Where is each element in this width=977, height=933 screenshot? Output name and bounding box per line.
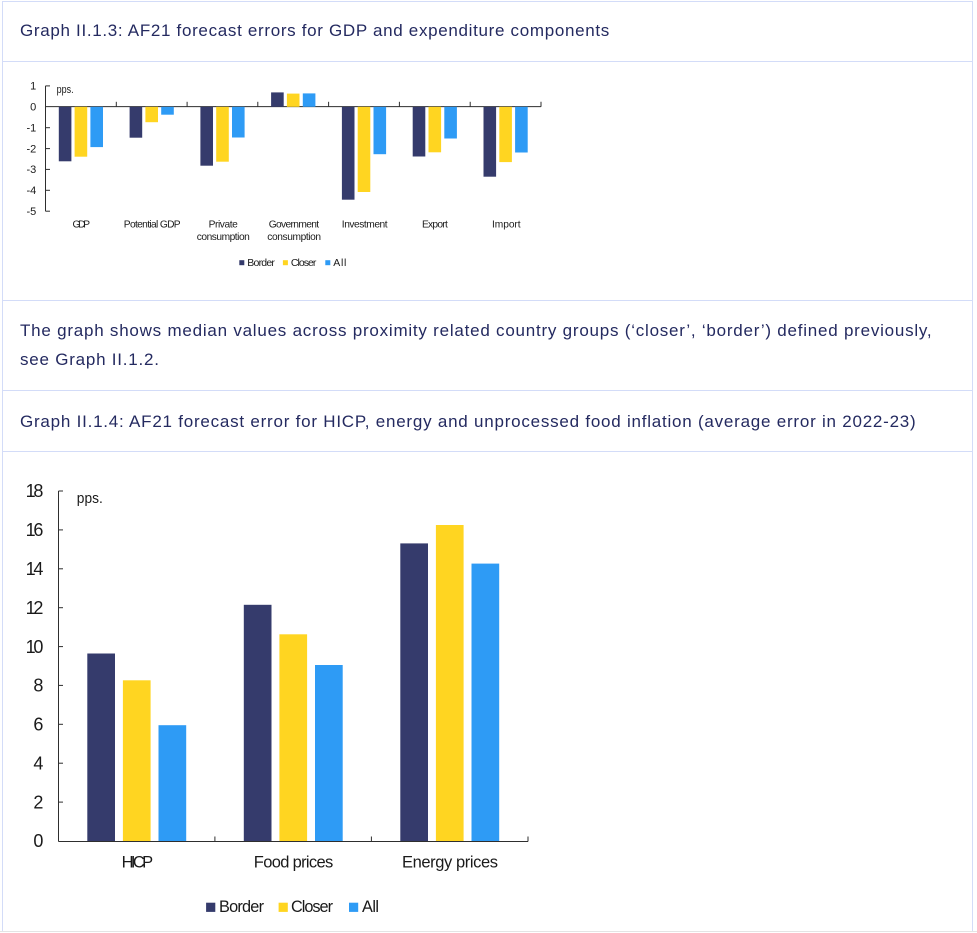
- svg-text:-2: -2: [27, 143, 37, 155]
- svg-text:pps.: pps.: [77, 491, 103, 507]
- svg-text:pps.: pps.: [57, 84, 74, 96]
- svg-text:8: 8: [33, 676, 43, 696]
- svg-text:Food prices: Food prices: [254, 854, 333, 872]
- svg-text:Import: Import: [492, 219, 521, 230]
- svg-text:16: 16: [26, 520, 44, 540]
- svg-text:4: 4: [33, 753, 43, 773]
- svg-text:HICP: HICP: [122, 854, 154, 872]
- svg-text:All: All: [362, 898, 379, 916]
- svg-text:-3: -3: [27, 164, 37, 176]
- svg-text:0: 0: [33, 831, 43, 851]
- svg-text:-1: -1: [27, 123, 37, 135]
- svg-text:18: 18: [26, 481, 44, 501]
- svg-text:0: 0: [30, 102, 36, 114]
- svg-text:-4: -4: [27, 185, 37, 197]
- svg-text:1: 1: [30, 81, 36, 93]
- svg-text:All: All: [333, 257, 346, 269]
- svg-text:2: 2: [33, 792, 43, 812]
- svg-text:14: 14: [26, 559, 44, 579]
- svg-text:Border: Border: [247, 257, 275, 269]
- svg-text:Closer: Closer: [291, 257, 317, 269]
- svg-text:consumption: consumption: [267, 232, 321, 243]
- svg-text:consumption: consumption: [197, 232, 250, 243]
- svg-text:6: 6: [33, 715, 43, 735]
- svg-text:GDP: GDP: [73, 219, 91, 230]
- svg-text:Investment: Investment: [342, 219, 388, 230]
- svg-text:Closer: Closer: [291, 898, 334, 916]
- svg-text:12: 12: [26, 598, 44, 618]
- svg-text:10: 10: [26, 637, 44, 657]
- svg-text:Energy prices: Energy prices: [402, 854, 498, 872]
- svg-text:Private: Private: [209, 219, 239, 230]
- svg-text:Border: Border: [219, 898, 265, 916]
- svg-text:-5: -5: [27, 206, 37, 218]
- svg-text:Government: Government: [269, 219, 320, 230]
- svg-text:Potential GDP: Potential GDP: [124, 219, 181, 230]
- svg-text:Export: Export: [422, 219, 448, 230]
